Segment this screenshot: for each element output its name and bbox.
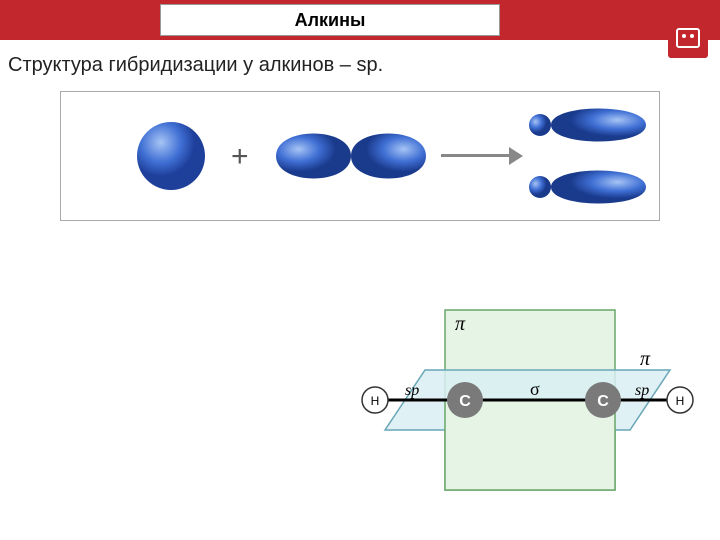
sp-label-left: sp [405, 382, 419, 399]
p-orbital [266, 116, 436, 196]
c-label-left: C [459, 393, 471, 410]
sp-label-right: sp [635, 382, 649, 399]
s-orbital [131, 116, 211, 196]
sp-orbital-top [526, 100, 656, 150]
h-label-left: H [371, 394, 380, 408]
bond-svg: H H C C π π σ sp sp [350, 300, 700, 510]
app-icon [668, 18, 708, 58]
header-band: Алкины [0, 0, 720, 40]
pi-label-1: π [455, 313, 466, 335]
pi-label-2: π [640, 348, 651, 370]
sp-orbital-bottom [526, 162, 656, 212]
subtitle: Структура гибридизации у алкинов – sp. [8, 54, 712, 77]
bond-diagram: H H C C π π σ sp sp [350, 300, 700, 510]
arrow-head-icon [509, 147, 523, 165]
plus-symbol: + [231, 140, 249, 174]
page-title: Алкины [160, 4, 500, 36]
robot-icon [676, 28, 700, 48]
sigma-label: σ [530, 379, 540, 399]
h-label-right: H [676, 394, 685, 408]
c-label-right: C [597, 393, 609, 410]
arrow-icon [441, 154, 511, 157]
orbital-figure: + [60, 91, 660, 221]
